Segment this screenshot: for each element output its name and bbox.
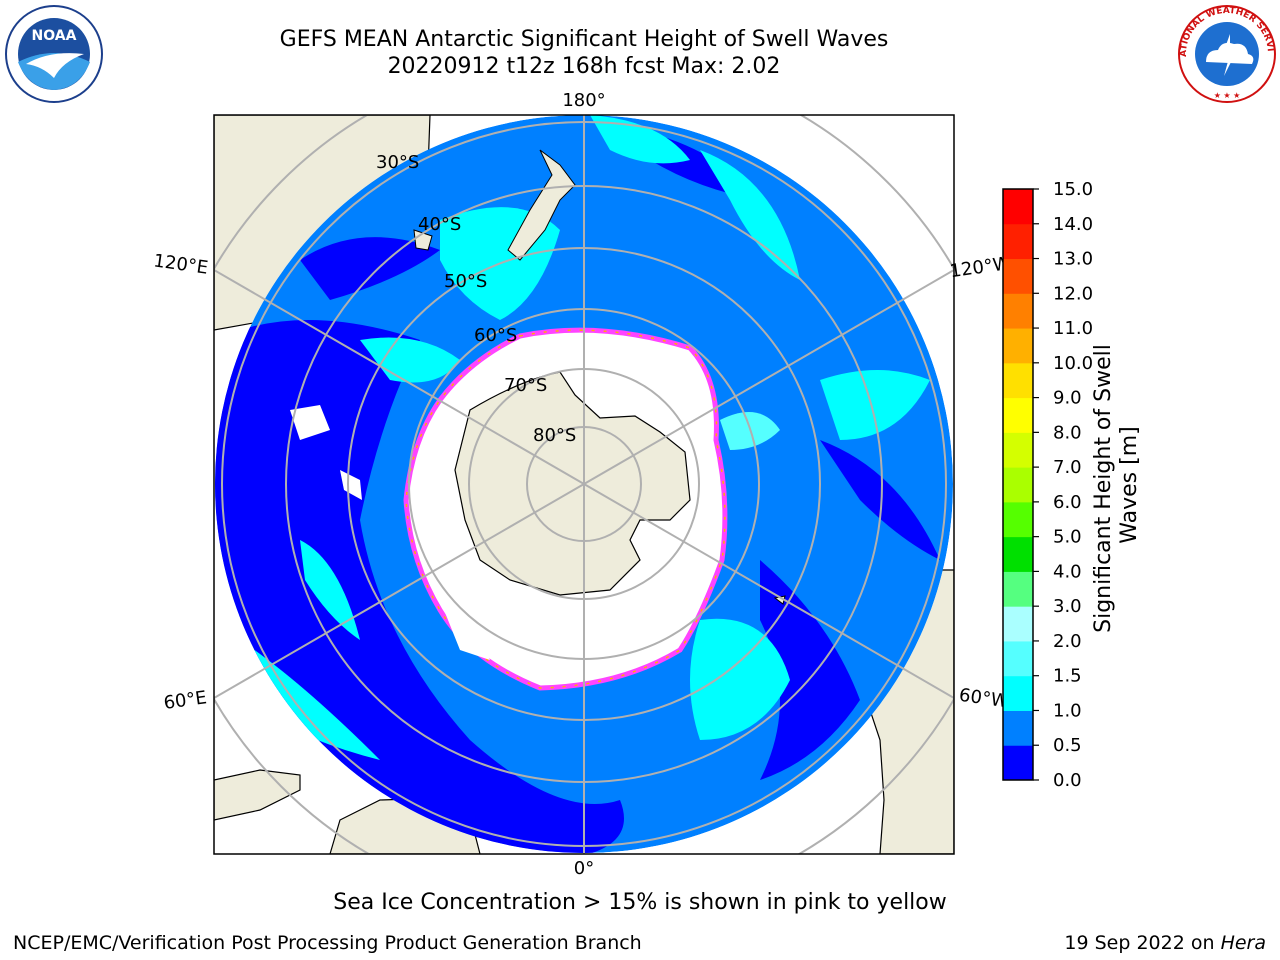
colorbar-swatch <box>1003 745 1033 781</box>
colorbar-tick-label: 1.0 <box>1053 700 1082 721</box>
colorbar-tick-label: 7.0 <box>1053 457 1082 478</box>
map-area: 30°S 40°S 50°S 60°S 70°S 80°S <box>214 115 954 854</box>
national-weather-service-logo: NATIONAL WEATHER SERVICE ★ ★ ★ <box>1176 4 1276 103</box>
sea-ice-note: Sea Ice Concentration > 15% is shown in … <box>333 890 947 915</box>
colorbar-swatch <box>1003 675 1033 711</box>
lon-label-60w: 60°W <box>958 685 1010 713</box>
colorbar-swatch <box>1003 293 1033 329</box>
colorbar-tick-label: 0.5 <box>1053 735 1082 756</box>
colorbar-title: Significant Height of Swell Waves [m] <box>1091 337 1142 633</box>
colorbar-swatch <box>1003 362 1033 399</box>
colorbar-tick-label: 2.0 <box>1053 631 1082 652</box>
lat-label-40s: 40°S <box>418 214 461 235</box>
lat-label-50s: 50°S <box>444 271 487 292</box>
lat-label-60s: 60°S <box>474 325 517 346</box>
footer-date: 19 Sep 2022 on Hera <box>1064 932 1266 954</box>
colorbar-tick-label: 6.0 <box>1053 492 1082 513</box>
colorbar-swatch <box>1003 467 1033 503</box>
colorbar-tick-label: 10.0 <box>1053 353 1093 374</box>
map-subtitle: 20220912 t12z 168h fcst Max: 2.02 <box>387 54 781 79</box>
colorbar-tick-label: 5.0 <box>1053 527 1082 548</box>
lon-label-120e: 120°E <box>152 250 209 278</box>
lat-label-30s: 30°S <box>376 152 419 173</box>
longitude-gridlines <box>214 115 954 854</box>
footer-date-text: 19 Sep 2022 on <box>1064 932 1221 954</box>
colorbar-tick-label: 4.0 <box>1053 561 1082 582</box>
lon-label-0: 0° <box>574 858 594 879</box>
new-zealand-landmass <box>507 149 576 261</box>
lat-label-70s: 70°S <box>504 375 547 396</box>
colorbar-swatch <box>1003 258 1033 294</box>
map-title: GEFS MEAN Antarctic Significant Height o… <box>279 27 889 52</box>
colorbar-tick-label: 0.0 <box>1053 770 1082 791</box>
colorbar-frame <box>1002 188 1034 781</box>
colorbar-tick-label: 3.0 <box>1053 596 1082 617</box>
colorbar-swatch <box>1003 397 1033 433</box>
map-frame <box>213 114 955 855</box>
colorbar-swatch <box>1003 710 1033 746</box>
colorbar-tick-label: 11.0 <box>1053 318 1093 339</box>
colorbar-title-line1: Significant Height of Swell <box>1091 344 1116 633</box>
footer-host: Hera <box>1220 932 1266 954</box>
footer-credit: NCEP/EMC/Verification Post Processing Pr… <box>13 932 642 954</box>
colorbar-tick-label: 1.5 <box>1053 666 1082 687</box>
colorbar-tick-label: 15.0 <box>1053 179 1093 200</box>
colorbar-tick-label: 14.0 <box>1053 214 1093 235</box>
colorbar-swatch <box>1003 571 1033 607</box>
colorbar-tick-label: 12.0 <box>1053 283 1093 304</box>
colorbar-tick-label: 8.0 <box>1053 422 1082 443</box>
colorbar: 0.0 0.5 1.0 1.5 2.0 3.0 4.0 5.0 6.0 7.0 8.0 9.0 10.0… <box>1002 179 1093 791</box>
colorbar-swatch <box>1003 432 1033 468</box>
lat-label-80s: 80°S <box>533 425 576 446</box>
colorbar-tick-label: 9.0 <box>1053 388 1082 409</box>
colorbar-swatch <box>1003 606 1033 642</box>
svg-text:★ ★ ★: ★ ★ ★ <box>1214 91 1241 100</box>
noaa-logo: NOAA <box>5 5 103 103</box>
colorbar-swatch <box>1003 640 1033 677</box>
colorbar-swatch <box>1003 328 1033 364</box>
colorbar-swatch <box>1003 501 1033 538</box>
colorbar-swatch <box>1003 223 1033 260</box>
colorbar-swatch <box>1003 189 1033 225</box>
colorbar-title-line2: Waves [m] <box>1117 426 1142 543</box>
lon-label-180: 180° <box>562 90 605 111</box>
antarctica-landmass <box>454 371 691 596</box>
colorbar-swatch <box>1003 536 1033 572</box>
lon-label-60e: 60°E <box>162 687 208 714</box>
colorbar-tick-label: 13.0 <box>1053 249 1093 270</box>
noaa-logo-text: NOAA <box>32 28 77 44</box>
